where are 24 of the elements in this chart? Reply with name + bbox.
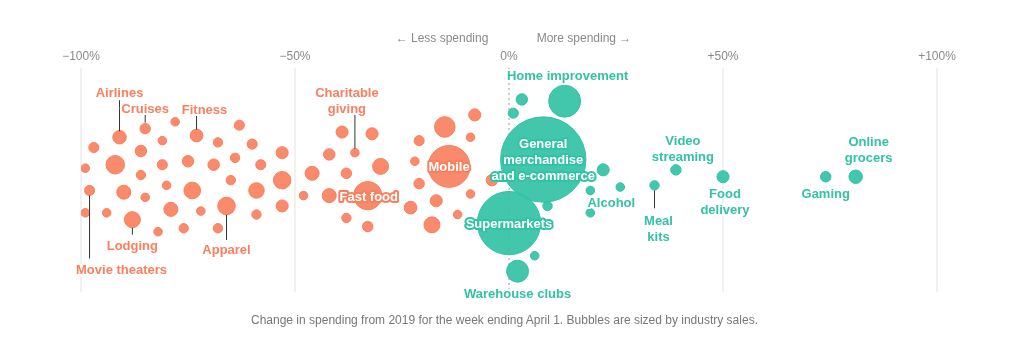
x-tick-label: −100% bbox=[62, 49, 101, 63]
annotation: Warehouse clubs bbox=[463, 285, 572, 301]
x-tick-label: 0% bbox=[500, 49, 518, 63]
annotation: Online grocers bbox=[844, 133, 893, 165]
annotation: Apparel bbox=[202, 241, 251, 257]
x-tick-label: +100% bbox=[918, 49, 957, 63]
annotation: Cruises bbox=[121, 100, 170, 116]
text: More spending → bbox=[536, 31, 632, 45]
text: Change in spending from 2019 for the week ending April 1. Bubbles are sized by industry sales. bbox=[250, 313, 759, 327]
annotation: Movie theaters bbox=[76, 261, 168, 277]
annotation: Fitness bbox=[181, 101, 228, 117]
annotation: Mobile bbox=[428, 158, 470, 174]
annotation: Food delivery bbox=[700, 185, 751, 217]
x-tick-label: +50% bbox=[707, 49, 739, 63]
annotation: Lodging bbox=[106, 237, 159, 253]
annotation: Home improvement bbox=[506, 67, 629, 83]
annotation: Meal kits bbox=[644, 212, 673, 244]
x-tick-label: −50% bbox=[279, 49, 311, 63]
annotation: Alcohol bbox=[587, 194, 636, 210]
annotation: Charitable giving bbox=[315, 84, 379, 116]
annotation: Airlines bbox=[95, 84, 144, 100]
annotation: Video streaming bbox=[651, 132, 715, 164]
annotation: Gaming bbox=[801, 185, 850, 201]
text: ← Less spending bbox=[395, 31, 489, 45]
